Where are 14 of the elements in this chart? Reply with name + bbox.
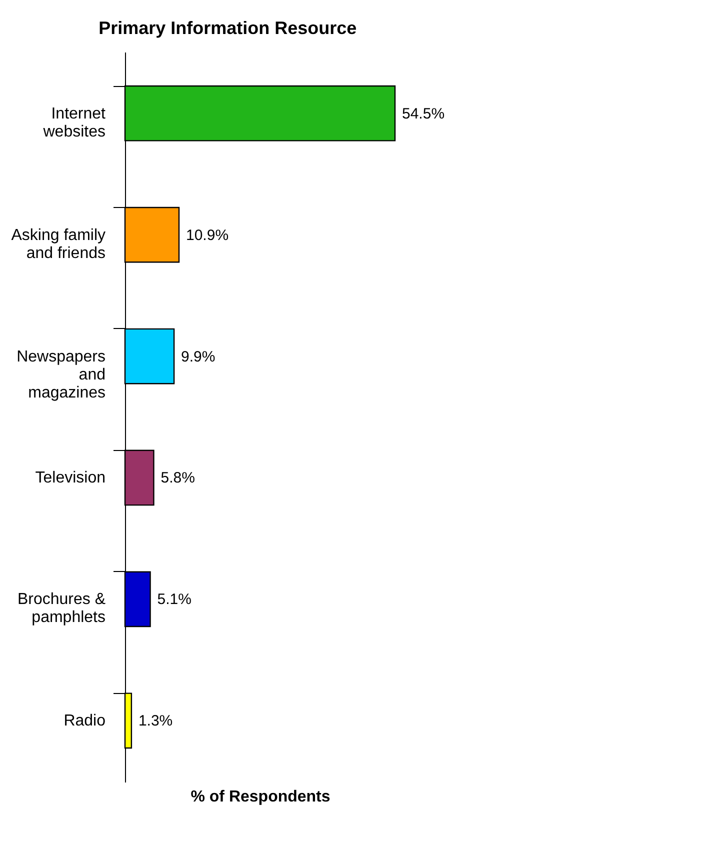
data-label: 5.1% — [157, 591, 192, 608]
data-label: 9.9% — [181, 348, 216, 366]
chart-title: Primary Information Resource — [98, 18, 357, 38]
y-tick-label: Newspapers and magazines — [16, 348, 106, 402]
data-label: 10.9% — [186, 226, 229, 244]
y-tick-label: Television — [35, 470, 106, 487]
data-label: 5.8% — [160, 470, 195, 487]
y-tick-label: Internet websites — [42, 105, 106, 140]
x-axis-title: % of Respondents — [190, 788, 330, 806]
y-tick-label: Radio — [64, 712, 106, 730]
y-tick-label: Asking family and friends — [11, 226, 106, 262]
data-label: 1.3% — [138, 712, 173, 730]
data-label: 54.5% — [402, 105, 445, 122]
y-tick-label: Brochures & pamphlets — [17, 591, 106, 626]
